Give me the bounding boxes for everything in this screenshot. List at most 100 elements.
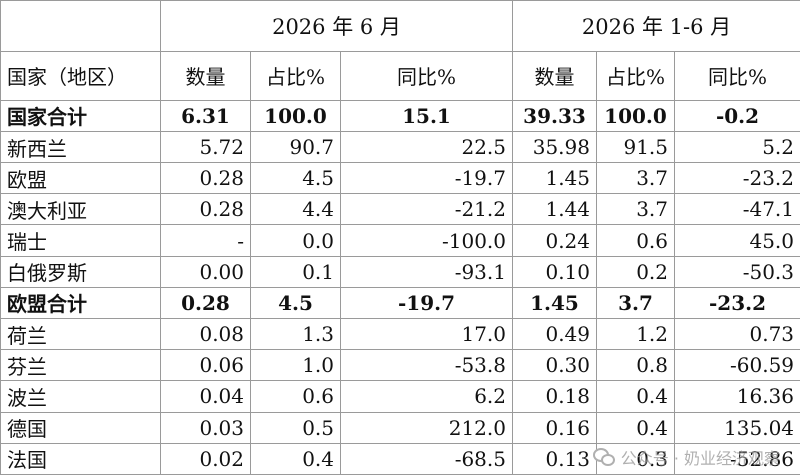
- ytd-share-cell: 3.7: [596, 193, 675, 226]
- june-share-cell: 0.5: [250, 411, 341, 444]
- row-name-cell: 波兰: [0, 380, 161, 413]
- table-row: 欧盟 0.28 4.5 -19.7 1.45 3.7 -23.2: [0, 162, 800, 195]
- country-column-header: 国家（地区）: [0, 50, 161, 101]
- table-row: 欧盟合计 0.28 4.5 -19.7 1.45 3.7 -23.2: [0, 286, 800, 319]
- ytd-yoy-cell: 45.0: [673, 224, 800, 257]
- june-qty-cell: 0.28: [160, 193, 251, 226]
- june-yoy-cell: -93.1: [340, 255, 513, 288]
- ytd-yoy-cell: 0.73: [673, 317, 800, 351]
- june-share-cell: 90.7: [250, 130, 341, 164]
- ytd-qty-cell: 0.30: [512, 349, 597, 382]
- june-yoy-cell: 15.1: [340, 99, 513, 132]
- ytd-share-cell: 0.4: [596, 380, 675, 413]
- table-row: 德国 0.03 0.5 212.0 0.16 0.4 135.04: [0, 411, 800, 444]
- table-row: 澳大利亚 0.28 4.4 -21.2 1.44 3.7 -47.1: [0, 193, 800, 226]
- qty-column-header: 数量: [160, 50, 251, 101]
- table-row: 荷兰 0.08 1.3 17.0 0.49 1.2 0.73: [0, 317, 800, 351]
- june-qty-cell: 0.28: [160, 286, 251, 319]
- ytd-qty-cell: 0.18: [512, 380, 597, 413]
- june-yoy-cell: 212.0: [340, 411, 513, 444]
- june-qty-cell: -: [160, 224, 251, 257]
- table-row: 新西兰 5.72 90.7 22.5 35.98 91.5 5.2: [0, 130, 800, 164]
- watermark-text: 公众号 · 奶业经济观察: [620, 449, 780, 468]
- june-yoy-cell: 6.2: [340, 380, 513, 413]
- june-share-cell: 4.5: [250, 286, 341, 319]
- ytd-share-cell: 91.5: [596, 130, 675, 164]
- ytd-yoy-cell: -47.1: [673, 193, 800, 226]
- june-qty-cell: 0.08: [160, 317, 251, 351]
- ytd-yoy-cell: 135.04: [673, 411, 800, 444]
- june-qty-cell: 6.31: [160, 99, 251, 132]
- june-share-cell: 4.5: [250, 162, 341, 195]
- june-share-cell: 0.1: [250, 255, 341, 288]
- row-name-cell: 瑞士: [0, 224, 161, 257]
- june-yoy-cell: -100.0: [340, 224, 513, 257]
- ytd-qty-cell: 0.49: [512, 317, 597, 351]
- ytd-share-cell: 3.7: [596, 162, 675, 195]
- ytd-share-cell: 0.6: [596, 224, 675, 257]
- row-name-cell: 澳大利亚: [0, 193, 161, 226]
- ytd-qty-cell: 0.13: [512, 442, 597, 475]
- june-qty-cell: 0.00: [160, 255, 251, 288]
- ytd-qty-cell: 1.45: [512, 162, 597, 195]
- june-yoy-cell: -21.2: [340, 193, 513, 226]
- share-column-header: 占比%: [250, 50, 341, 101]
- ytd-qty-cell: 1.45: [512, 286, 597, 319]
- ytd-qty-cell: 0.16: [512, 411, 597, 444]
- ytd-yoy-cell: -52.86: [673, 442, 800, 475]
- ytd-yoy-cell: 5.2: [673, 130, 800, 164]
- ytd-qty-cell: 0.24: [512, 224, 597, 257]
- june-yoy-cell: 22.5: [340, 130, 513, 164]
- june-qty-cell: 0.06: [160, 349, 251, 382]
- share-column-header: 占比%: [596, 50, 675, 101]
- june-qty-cell: 0.02: [160, 442, 251, 475]
- ytd-yoy-cell: -0.2: [673, 99, 800, 132]
- row-name-cell: 欧盟合计: [0, 286, 161, 319]
- table-row: 瑞士 -0.0 -100.0 0.24 0.6 45.0: [0, 224, 800, 257]
- june-yoy-cell: 17.0: [340, 317, 513, 351]
- ytd-share-cell: 1.2: [596, 317, 675, 351]
- ytd-yoy-cell: -60.59: [673, 349, 800, 382]
- ytd-yoy-cell: -50.3: [673, 255, 800, 288]
- june-yoy-cell: -68.5: [340, 442, 513, 475]
- period-header-row: 2026 年 6 月 2026 年 1-6 月: [0, 0, 800, 52]
- ytd-share-cell: 0.2: [596, 255, 675, 288]
- june-qty-cell: 5.72: [160, 130, 251, 164]
- ytd-yoy-cell: -23.2: [673, 286, 800, 319]
- table-row: 白俄罗斯 0.00 0.1 -93.1 0.10 0.2 -50.3: [0, 255, 800, 288]
- period-jan-jun-header: 2026 年 1-6 月: [511, 0, 800, 52]
- table-row: 波兰 0.04 0.6 6.2 0.18 0.4 16.36: [0, 380, 800, 413]
- yoy-column-header: 同比%: [673, 50, 800, 101]
- wechat-icon: [592, 448, 615, 466]
- yoy-column-header: 同比%: [340, 50, 513, 101]
- ytd-share-cell: 0.8: [596, 349, 675, 382]
- ytd-share-cell: 100.0: [596, 99, 675, 132]
- june-share-cell: 1.3: [250, 317, 341, 351]
- june-share-cell: 0.6: [250, 380, 341, 413]
- watermark: 公众号 · 奶业经济观察: [592, 445, 780, 469]
- ytd-qty-cell: 39.33: [512, 99, 597, 132]
- row-name-cell: 新西兰: [0, 130, 161, 164]
- june-share-cell: 0.4: [250, 442, 341, 475]
- june-share-cell: 4.4: [250, 193, 341, 226]
- ytd-yoy-cell: 16.36: [673, 380, 800, 413]
- ytd-qty-cell: 0.10: [512, 255, 597, 288]
- row-name-cell: 荷兰: [0, 317, 161, 351]
- table-row: 国家合计 6.31 100.0 15.1 39.33 100.0 -0.2: [0, 99, 800, 132]
- ytd-qty-cell: 35.98: [512, 130, 597, 164]
- row-name-cell: 国家合计: [0, 99, 161, 132]
- table-row: 法国 0.02 0.4 -68.5 0.13 0.3 -52.86: [0, 442, 800, 475]
- row-name-cell: 德国: [0, 411, 161, 444]
- ytd-qty-cell: 1.44: [512, 193, 597, 226]
- period-june-header: 2026 年 6 月: [160, 0, 513, 52]
- row-name-cell: 白俄罗斯: [0, 255, 161, 288]
- june-yoy-cell: -19.7: [340, 286, 513, 319]
- june-share-cell: 100.0: [250, 99, 341, 132]
- june-share-cell: 1.0: [250, 349, 341, 382]
- ytd-share-cell: 3.7: [596, 286, 675, 319]
- june-qty-cell: 0.04: [160, 380, 251, 413]
- row-name-cell: 法国: [0, 442, 161, 475]
- column-header-row: 国家（地区） 数量 占比% 同比% 数量 占比% 同比%: [0, 50, 800, 101]
- june-share-cell: 0.0: [250, 224, 341, 257]
